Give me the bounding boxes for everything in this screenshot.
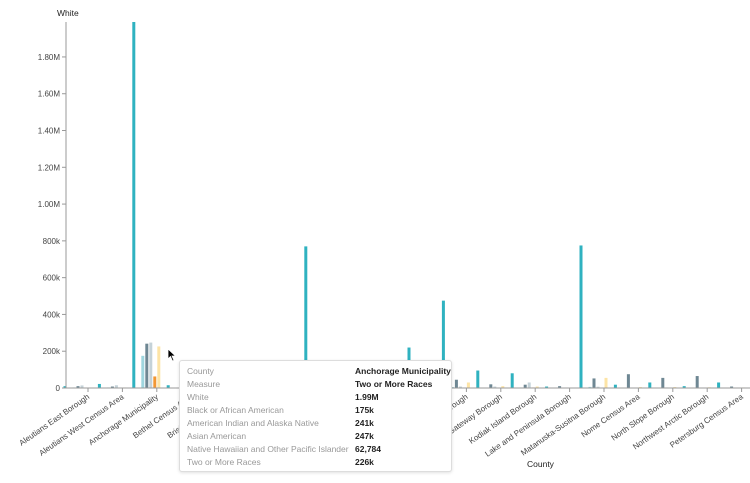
bar[interactable] xyxy=(489,384,493,388)
bar[interactable] xyxy=(588,386,592,388)
y-tick-label: 1.80M xyxy=(38,53,61,62)
bar[interactable] xyxy=(132,22,136,388)
bar[interactable] xyxy=(458,386,462,388)
bar[interactable] xyxy=(613,384,617,388)
bar[interactable] xyxy=(695,376,699,388)
y-tick-label: 1.40M xyxy=(38,127,61,136)
bar[interactable] xyxy=(501,386,505,388)
bar[interactable] xyxy=(626,374,630,388)
bar[interactable] xyxy=(682,386,686,388)
bar[interactable] xyxy=(166,385,170,388)
y-tick-label: 1.00M xyxy=(38,200,61,209)
tooltip-value: Two or More Races xyxy=(355,379,433,389)
bar[interactable] xyxy=(730,386,734,388)
tooltip-key: Measure xyxy=(187,379,221,389)
bar[interactable] xyxy=(545,386,549,388)
tooltip-value: 226k xyxy=(355,457,374,467)
tooltip-key: Asian American xyxy=(187,431,247,441)
x-axis-title: County xyxy=(527,459,555,469)
bar[interactable] xyxy=(579,245,583,388)
tooltip-row: Measure Two or More Races xyxy=(187,378,451,391)
bar[interactable] xyxy=(648,382,652,388)
tooltip-row: Native Hawaiian and Other Pacific Island… xyxy=(187,443,451,456)
x-tick-label: Nome Census Area xyxy=(580,392,642,439)
bar[interactable] xyxy=(304,246,308,388)
bar[interactable] xyxy=(110,386,114,388)
bar[interactable] xyxy=(80,385,84,388)
bar[interactable] xyxy=(63,386,67,388)
bar[interactable] xyxy=(592,378,596,388)
tooltip-key: American Indian and Alaska Native xyxy=(187,418,319,428)
bar[interactable] xyxy=(114,385,118,388)
tooltip-key: White xyxy=(187,392,209,402)
tooltip-value: Anchorage Municipality xyxy=(355,366,451,376)
tooltip-key: Black or African American xyxy=(187,405,284,415)
bar[interactable] xyxy=(466,382,470,388)
bar[interactable] xyxy=(157,346,161,388)
y-tick-label: 1.20M xyxy=(38,163,61,172)
tooltip-value: 62,784 xyxy=(355,444,381,454)
tooltip: County Anchorage Municipality Measure Two o… xyxy=(179,360,452,472)
bar[interactable] xyxy=(558,386,562,388)
y-tick-label: 200k xyxy=(43,347,61,356)
y-tick-label: 600k xyxy=(43,274,61,283)
bars-layer xyxy=(63,22,746,389)
bar[interactable] xyxy=(441,300,445,388)
bar[interactable] xyxy=(604,377,608,388)
tooltip-row: Asian American 247k xyxy=(187,430,451,443)
tooltip-value: 241k xyxy=(355,418,374,428)
y-tick-label: 0 xyxy=(56,384,61,393)
tooltip-value: 175k xyxy=(355,405,374,415)
bar[interactable] xyxy=(476,370,480,388)
tooltip-value: 1.99M xyxy=(355,392,379,402)
tooltip-value: 247k xyxy=(355,431,374,441)
tooltip-key: County xyxy=(187,366,214,376)
tooltip-row: County Anchorage Municipality xyxy=(187,365,451,378)
bar[interactable] xyxy=(535,386,539,388)
bar[interactable] xyxy=(596,386,600,388)
y-axis-title: White xyxy=(57,8,79,18)
bar[interactable] xyxy=(510,373,514,388)
tooltip-key: Two or More Races xyxy=(187,457,261,467)
y-axis-ticks: 0 200k 400k 600k 800k 1.00M 1.20M 1.40M 1.60M 1.8… xyxy=(38,53,66,393)
y-tick-label: 400k xyxy=(43,310,61,319)
bar[interactable] xyxy=(145,343,149,388)
bar[interactable] xyxy=(153,376,157,388)
tooltip-key: Native Hawaiian and Other Pacific Island… xyxy=(187,444,349,454)
y-tick-label: 1.60M xyxy=(38,90,61,99)
tooltip-row: American Indian and Alaska Native 241k xyxy=(187,417,451,430)
bar[interactable] xyxy=(527,382,531,388)
bar[interactable] xyxy=(493,386,497,388)
bar[interactable] xyxy=(717,382,721,388)
mouse-pointer-icon xyxy=(167,348,177,362)
bar[interactable] xyxy=(76,386,80,388)
tooltip-row: Black or African American 175k xyxy=(187,404,451,417)
bar[interactable] xyxy=(661,377,665,388)
bar[interactable] xyxy=(97,383,101,388)
tooltip-row: White 1.99M xyxy=(187,391,451,404)
y-tick-label: 800k xyxy=(43,237,61,246)
bar[interactable] xyxy=(141,355,145,388)
bar[interactable] xyxy=(454,379,458,388)
tooltip-row: Two or More Races 226k xyxy=(187,456,451,469)
bar[interactable] xyxy=(523,384,527,388)
bar[interactable] xyxy=(149,342,153,388)
